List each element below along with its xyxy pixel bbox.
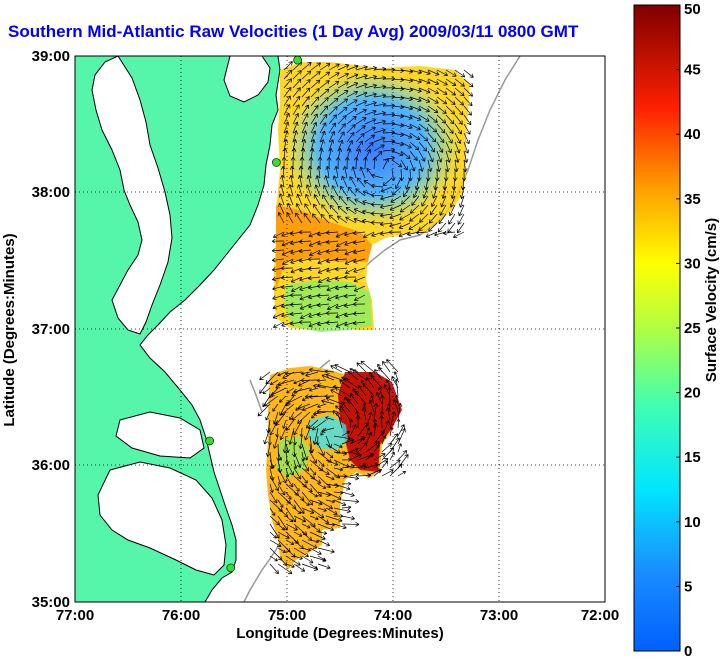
y-axis-label: Latitude (Degrees:Minutes) <box>1 233 18 426</box>
colorbar-tick-label: 45 <box>684 62 701 79</box>
lat-tick: 39:00 <box>32 48 70 65</box>
colorbar-tick-label: 25 <box>684 320 701 337</box>
lon-tick-labels: 77:00 76:00 75:00 74:00 73:00 72:00 <box>56 607 619 624</box>
lat-tick: 37:00 <box>32 321 70 338</box>
map-frame <box>74 55 606 603</box>
pamlico-sound <box>97 461 227 576</box>
lat-tick: 38:00 <box>32 184 70 201</box>
lat-tick-labels: 39:00 38:00 37:00 36:00 35:00 <box>32 48 70 611</box>
station-marker <box>226 563 236 573</box>
velocity-red-core <box>338 372 402 472</box>
x-axis-label: Longitude (Degrees:Minutes) <box>236 625 444 642</box>
colorbar-tick-label: 15 <box>684 449 701 466</box>
lat-tick: 35:00 <box>32 594 70 611</box>
lon-tick: 73:00 <box>480 607 518 624</box>
bathymetry-contour <box>249 379 263 413</box>
colorbar-tick-label: 5 <box>684 578 692 595</box>
lon-tick: 74:00 <box>374 607 412 624</box>
colorbar-tick-label: 10 <box>684 514 701 531</box>
velocity-green-south <box>276 436 310 478</box>
station-marker <box>272 158 281 167</box>
map-title: Southern Mid-Atlantic Raw Velocities (1 … <box>8 22 579 41</box>
colorbar-label: Surface Velocity (cm/s) <box>703 218 720 382</box>
albemarle-sound <box>115 411 205 459</box>
grid-lines <box>75 56 605 602</box>
lon-tick: 72:00 <box>581 607 619 624</box>
colorbar-tick-label: 35 <box>684 191 701 208</box>
radar-stations <box>205 56 302 573</box>
colorbar-tick-label: 0 <box>684 643 692 659</box>
velocity-vectors <box>257 61 474 575</box>
velocity-green-band <box>284 280 372 332</box>
velocity-orange-band <box>276 205 372 290</box>
colorbar-tick-label: 30 <box>684 255 701 272</box>
lon-tick: 76:00 <box>162 607 200 624</box>
lon-tick: 75:00 <box>268 607 306 624</box>
colorbar-tick-label: 50 <box>684 1 701 18</box>
colorbar-tick-label: 20 <box>684 385 701 402</box>
colorbar-ticks: 0 5 10 15 20 25 30 35 40 45 50 <box>676 1 701 659</box>
colorbar-tick-label: 40 <box>684 126 701 143</box>
lon-tick: 77:00 <box>56 607 94 624</box>
station-marker <box>293 56 302 65</box>
chesapeake-bay <box>91 56 173 335</box>
station-marker <box>205 436 214 446</box>
colorbar <box>633 4 681 652</box>
delaware-bay <box>223 56 271 103</box>
lat-tick: 36:00 <box>32 457 70 474</box>
